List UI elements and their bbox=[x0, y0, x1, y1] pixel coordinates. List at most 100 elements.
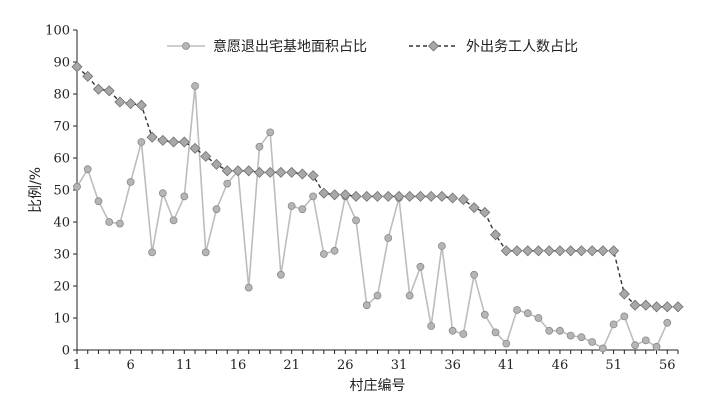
x-tick-label: 26 bbox=[337, 358, 354, 373]
series-2-point bbox=[286, 166, 298, 178]
series-2-point bbox=[586, 245, 598, 257]
series-2-point bbox=[651, 301, 663, 313]
series-1-point bbox=[277, 270, 285, 279]
series-2-point bbox=[243, 165, 255, 177]
series-1-point bbox=[588, 338, 597, 346]
series-1-point bbox=[330, 246, 339, 255]
series-1-point bbox=[641, 336, 650, 345]
series-2-point bbox=[436, 190, 448, 202]
series-1-point bbox=[126, 178, 135, 186]
y-tick-label: 40 bbox=[53, 216, 70, 231]
series-2-point bbox=[640, 299, 652, 311]
series-2-point bbox=[92, 83, 104, 95]
series-2-point bbox=[211, 158, 223, 170]
series-2-point bbox=[522, 245, 534, 257]
x-tick-label: 11 bbox=[176, 358, 193, 373]
series-2-point bbox=[371, 190, 384, 202]
series-1-point bbox=[158, 189, 167, 198]
y-tick-label: 10 bbox=[53, 312, 70, 327]
series-1-point bbox=[534, 314, 543, 322]
series-2-line bbox=[76, 66, 678, 308]
series-2-point bbox=[339, 189, 351, 201]
legend-entry-series-1: 意愿退出宅基地面积占比 bbox=[167, 38, 367, 55]
x-tick-label: 1 bbox=[73, 358, 81, 373]
series-1-point bbox=[609, 320, 618, 329]
series-2-point bbox=[253, 166, 265, 178]
series-1-point bbox=[212, 205, 221, 214]
series-1-point bbox=[459, 330, 468, 338]
series-2-point bbox=[393, 190, 405, 202]
series-1-point bbox=[73, 182, 81, 191]
legend-swatch-marker-series-1 bbox=[182, 42, 190, 50]
series-2-point bbox=[597, 245, 609, 257]
series-2-point bbox=[661, 301, 673, 313]
series-1-point bbox=[416, 262, 425, 271]
series-2-point bbox=[125, 98, 137, 110]
series-1-point bbox=[491, 328, 500, 337]
series-2-point bbox=[189, 142, 201, 154]
series-1 bbox=[73, 82, 672, 353]
series-2-point bbox=[275, 166, 287, 178]
series-1-point bbox=[105, 218, 114, 226]
series-1-line bbox=[76, 85, 668, 350]
y-tick-label: 70 bbox=[53, 120, 70, 135]
series-2-point bbox=[232, 165, 244, 177]
x-tick-label: 51 bbox=[605, 358, 622, 373]
series-2-point bbox=[554, 245, 566, 257]
series-1-point bbox=[448, 326, 457, 335]
series-1-point bbox=[94, 197, 103, 206]
series-1-point bbox=[244, 283, 253, 292]
series-1-point bbox=[652, 342, 661, 351]
series-2-point bbox=[361, 190, 373, 202]
series-2-point bbox=[264, 166, 276, 178]
x-tick-label: 6 bbox=[127, 358, 135, 373]
y-tick-label: 50 bbox=[53, 184, 70, 199]
series-2-point bbox=[221, 165, 233, 177]
series-1-point bbox=[298, 205, 307, 214]
x-tick-label: 46 bbox=[552, 358, 569, 373]
series-1-point bbox=[309, 192, 318, 201]
series-1-point bbox=[201, 248, 210, 257]
series-2-point bbox=[296, 168, 308, 180]
series-1-point bbox=[191, 82, 199, 90]
series-2-point bbox=[329, 189, 341, 201]
legend-label-series-1: 意愿退出宅基地面积占比 bbox=[213, 38, 367, 55]
series-1-point bbox=[373, 291, 382, 300]
series-2-point bbox=[425, 190, 437, 202]
x-tick-label: 31 bbox=[391, 358, 408, 373]
series-1-point bbox=[362, 301, 371, 310]
series-1-point bbox=[180, 192, 189, 201]
legend-swatch-marker-series-2 bbox=[427, 40, 440, 52]
chart-legend: 意愿退出宅基地面积占比 外出务工人数占比 bbox=[167, 38, 578, 55]
series-2-point bbox=[157, 134, 169, 146]
series-2-point bbox=[414, 190, 426, 202]
series-1-point bbox=[148, 248, 157, 257]
series-2-point bbox=[382, 190, 394, 202]
series-1-point bbox=[513, 306, 521, 314]
series-2-point bbox=[575, 245, 587, 257]
series-2-point bbox=[629, 299, 641, 311]
series-2-point bbox=[468, 202, 480, 214]
series-2-point bbox=[672, 301, 684, 313]
series-1-point bbox=[598, 344, 607, 353]
series-2-point bbox=[146, 131, 158, 143]
series-2-point bbox=[168, 136, 180, 148]
series-1-point bbox=[287, 202, 296, 210]
y-tick-label: 0 bbox=[62, 344, 70, 359]
series-2-point bbox=[350, 190, 362, 202]
series-2-point bbox=[447, 192, 459, 204]
series-1-point bbox=[577, 333, 586, 342]
series-2-point bbox=[565, 245, 577, 257]
legend-entry-series-2: 外出务工人数占比 bbox=[409, 39, 578, 55]
series-2-point bbox=[511, 245, 523, 257]
legend-label-series-2: 外出务工人数占比 bbox=[466, 39, 578, 55]
series-1-point bbox=[663, 318, 672, 327]
series-2-point bbox=[490, 229, 502, 241]
y-tick-label: 20 bbox=[53, 280, 70, 295]
x-tick-label: 21 bbox=[283, 358, 300, 373]
series-1-point bbox=[169, 216, 178, 225]
series-1-point bbox=[83, 165, 92, 174]
x-tick-label: 16 bbox=[230, 358, 247, 373]
series-1-point bbox=[502, 339, 511, 348]
